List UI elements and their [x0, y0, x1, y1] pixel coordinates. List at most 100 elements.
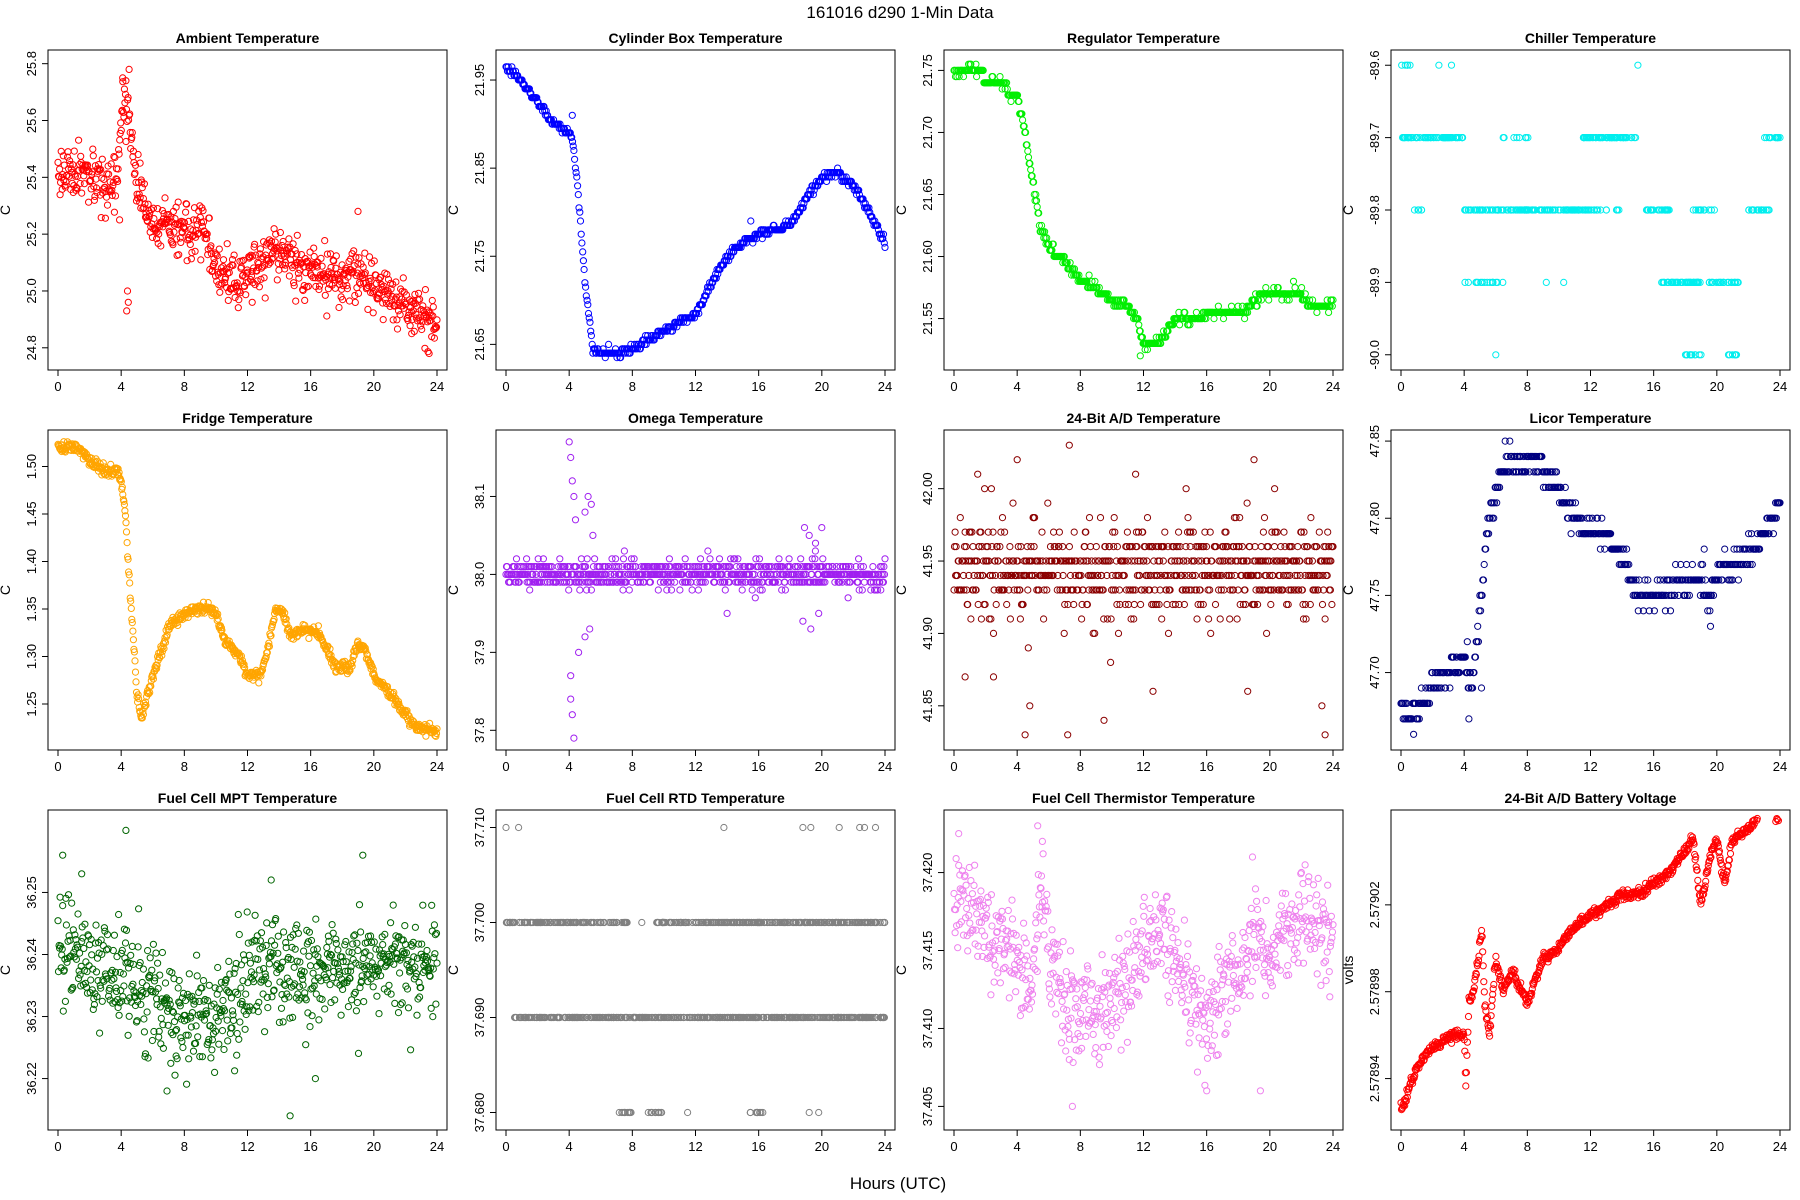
data-point	[787, 221, 795, 229]
data-point	[815, 609, 823, 618]
data-point	[1085, 271, 1093, 279]
data-point	[573, 173, 581, 181]
x-tick-label: 0	[502, 759, 509, 774]
data-point	[148, 233, 156, 241]
data-point	[1007, 97, 1015, 106]
data-point	[636, 345, 645, 353]
data-point	[1241, 315, 1249, 323]
data-point	[542, 107, 550, 115]
data-point	[408, 316, 416, 324]
data-point	[98, 155, 106, 163]
data-point	[715, 555, 724, 563]
x-tick-label: 4	[118, 379, 125, 394]
chart-title: 24-Bit A/D Temperature	[1066, 410, 1220, 426]
data-point	[702, 292, 710, 300]
data-point	[59, 152, 67, 160]
data-point	[959, 73, 968, 81]
data-point	[785, 555, 793, 563]
data-point	[248, 298, 256, 306]
data-point	[1176, 321, 1184, 329]
data-point	[374, 291, 382, 299]
data-point	[371, 286, 379, 294]
data-point	[1060, 629, 1068, 638]
data-point	[254, 263, 262, 272]
data-point	[967, 615, 975, 623]
data-point	[157, 242, 165, 250]
data-point	[315, 285, 323, 294]
plot-frame	[1390, 429, 1791, 751]
data-point	[1027, 166, 1035, 174]
data-point	[567, 695, 575, 703]
data-point	[419, 302, 427, 310]
data-point	[189, 227, 197, 235]
data-point	[989, 528, 997, 536]
data-point	[1267, 600, 1275, 609]
x-tick-label: 4	[118, 759, 125, 774]
data-point	[961, 673, 969, 681]
data-point	[806, 191, 815, 199]
data-point	[199, 207, 207, 215]
data-point	[638, 340, 646, 348]
data-point	[1219, 315, 1228, 323]
data-point	[818, 524, 826, 532]
data-point	[304, 282, 312, 290]
data-point	[979, 66, 987, 75]
data-point	[1086, 543, 1095, 551]
data-point	[408, 330, 416, 338]
data-point	[506, 67, 514, 75]
data-point	[153, 235, 161, 243]
x-tick-label: 20	[815, 379, 829, 394]
data-point	[1038, 528, 1046, 536]
data-point	[1634, 61, 1642, 69]
data-point	[101, 214, 110, 222]
data-point	[315, 282, 324, 290]
data-point	[803, 195, 811, 203]
data-point	[223, 284, 231, 292]
data-point	[211, 259, 219, 267]
data-point	[1107, 615, 1115, 623]
data-point	[560, 124, 569, 133]
data-point	[676, 586, 684, 594]
data-point	[696, 555, 705, 563]
data-point	[533, 94, 541, 102]
data-point	[122, 519, 130, 527]
y-tick-label: 25.0	[24, 278, 39, 303]
y-tick-label: 47.80	[1367, 502, 1382, 535]
x-tick-label: 4	[566, 379, 573, 394]
data-point	[586, 625, 594, 633]
data-point	[360, 270, 368, 278]
data-point	[186, 240, 194, 248]
data-point	[1175, 528, 1183, 536]
x-tick-label: 24	[878, 379, 892, 394]
y-axis-label: C	[893, 205, 909, 215]
data-point	[318, 262, 326, 270]
data-point	[1265, 296, 1273, 304]
y-tick-label: -89.7	[1367, 123, 1382, 153]
y-tick-label: 21.95	[472, 64, 487, 97]
data-point	[1064, 731, 1072, 739]
x-tick-label: 8	[181, 759, 188, 774]
data-point	[695, 309, 703, 318]
data-point	[317, 254, 325, 262]
data-point	[1184, 514, 1192, 522]
data-point	[805, 531, 813, 540]
y-tick-label: 21.70	[920, 116, 935, 149]
data-point	[587, 332, 596, 340]
data-point	[633, 345, 642, 353]
data-point	[126, 579, 134, 587]
data-point	[267, 237, 276, 245]
data-point	[387, 285, 395, 293]
x-tick-label: 20	[1263, 379, 1277, 394]
data-point	[1447, 61, 1456, 69]
data-point	[321, 291, 329, 299]
data-point	[1026, 702, 1034, 710]
data-point	[1015, 97, 1023, 106]
data-point	[183, 257, 191, 265]
data-point	[354, 207, 362, 215]
data-point	[297, 251, 306, 259]
data-point	[256, 245, 264, 253]
x-tick-label: 8	[181, 379, 188, 394]
data-point	[582, 292, 590, 300]
data-point	[1113, 543, 1122, 551]
data-point	[977, 615, 986, 623]
